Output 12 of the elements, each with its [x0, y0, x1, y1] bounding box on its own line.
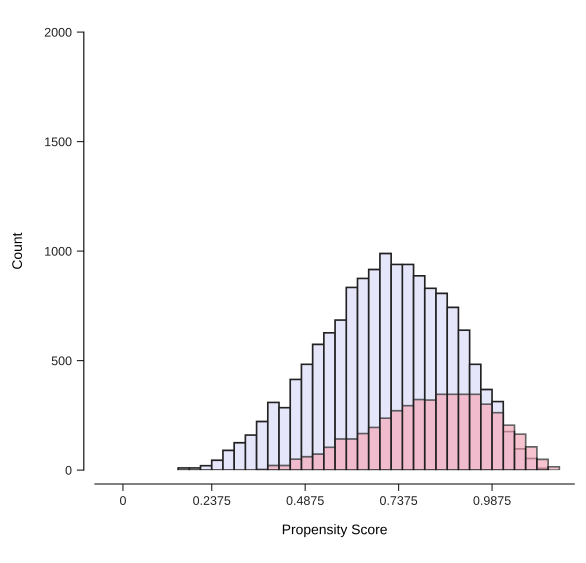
x-axis-title: Propensity Score [282, 524, 387, 538]
y-tick-label: 0 [66, 466, 72, 475]
y-axis-title: Count [12, 232, 22, 269]
y-tick-label: 1500 [45, 137, 72, 146]
y-tick-label: 2000 [44, 28, 72, 37]
x-tick-label: 0.4875 [286, 496, 324, 505]
x-tick-label: 0.9875 [473, 496, 511, 505]
x-tick-label: 0.2375 [193, 496, 230, 505]
x-tick-label: 0 [120, 496, 126, 505]
y-tick-label: 500 [52, 356, 72, 366]
y-tick-label: 1000 [45, 246, 72, 256]
x-tick-label: 0.7375 [380, 496, 418, 505]
